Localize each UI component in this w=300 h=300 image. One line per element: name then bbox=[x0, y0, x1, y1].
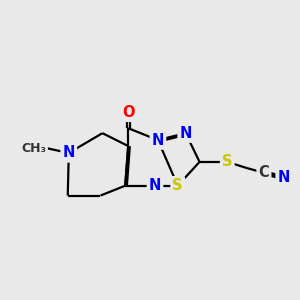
Text: O: O bbox=[122, 105, 134, 120]
Text: N: N bbox=[278, 170, 290, 185]
Text: N: N bbox=[179, 126, 192, 141]
Text: C: C bbox=[259, 165, 269, 180]
Text: N: N bbox=[63, 146, 75, 160]
Text: S: S bbox=[222, 154, 232, 169]
Text: N: N bbox=[149, 178, 161, 193]
Text: CH₃: CH₃ bbox=[21, 142, 46, 154]
Text: S: S bbox=[172, 178, 183, 193]
Text: N: N bbox=[152, 133, 164, 148]
